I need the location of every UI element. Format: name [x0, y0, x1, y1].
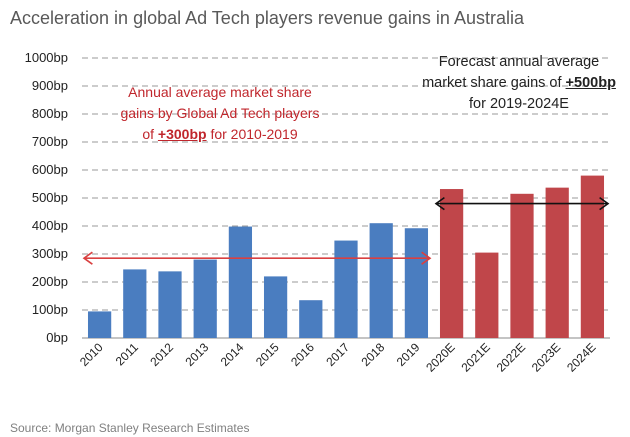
- x-axis-ticks: 2010 2011 2012 2013 2014 2015 2016 2017 2018 2019…: [77, 340, 599, 375]
- bar-chart: 0bp 100bp 200bp 300bp 400bp 500bp 600bp 700bp 80…: [25, 50, 610, 375]
- y-tick-label: 1000bp: [25, 50, 68, 65]
- y-tick-label: 900bp: [32, 78, 68, 93]
- y-tick-label: 800bp: [32, 106, 68, 121]
- x-tick-label: 2018: [359, 340, 388, 369]
- historical-annotation-text: Annual average market share gains by Glo…: [120, 84, 320, 142]
- actual-bar: [334, 240, 358, 338]
- y-tick-label: 600bp: [32, 162, 68, 177]
- actual-bar: [87, 311, 112, 338]
- x-tick-label: 2021E: [458, 340, 492, 374]
- source-note: Source: Morgan Stanley Research Estimate…: [10, 421, 250, 435]
- historical-annotation: Annual average market share gains by Glo…: [120, 82, 320, 145]
- actual-bar: [228, 226, 253, 338]
- forecast-bar: [510, 193, 534, 338]
- historical-annotation-period: for 2010-2019: [210, 126, 298, 142]
- forecast-annotation-value: +500bp: [565, 75, 616, 91]
- forecast-annotation-text: Forecast annual average market share gai…: [422, 54, 600, 91]
- x-tick-label: 2023E: [529, 340, 563, 374]
- x-tick-label: 2024E: [564, 340, 598, 374]
- x-tick-label: 2017: [323, 340, 352, 369]
- bars: [87, 175, 605, 338]
- actual-bar: [123, 269, 147, 338]
- x-tick-label: 2012: [147, 340, 176, 369]
- y-tick-label: 500bp: [32, 190, 68, 205]
- y-tick-label: 400bp: [32, 218, 68, 233]
- x-tick-label: 2013: [183, 340, 212, 369]
- forecast-bar: [545, 187, 569, 338]
- actual-bar: [158, 271, 182, 338]
- x-tick-label: 2015: [253, 340, 282, 369]
- arrows: [82, 196, 610, 265]
- chart-title: Acceleration in global Ad Tech players r…: [10, 8, 524, 28]
- actual-bar: [193, 259, 217, 338]
- actual-bar: [299, 300, 323, 338]
- x-tick-label: 2014: [218, 340, 247, 369]
- x-tick-label: 2022E: [494, 340, 528, 374]
- y-tick-label: 700bp: [32, 134, 68, 149]
- historical-annotation-value: +300bp: [157, 126, 207, 142]
- y-tick-label: 300bp: [32, 246, 68, 261]
- x-tick-label: 2010: [77, 340, 106, 369]
- forecast-annotation-period: for 2019-2024E: [469, 96, 569, 112]
- y-tick-label: 200bp: [32, 274, 68, 289]
- x-tick-label: 2020E: [423, 340, 457, 374]
- actual-bar: [404, 228, 429, 338]
- forecast-arrow: [434, 196, 610, 211]
- x-tick-label: 2019: [394, 340, 423, 369]
- forecast-bar: [475, 252, 499, 338]
- forecast-annotation: Forecast annual average market share gai…: [418, 52, 620, 115]
- historical-arrow: [82, 251, 432, 265]
- forecast-bar: [439, 189, 464, 338]
- y-tick-label: 0bp: [46, 330, 68, 345]
- x-tick-label: 2011: [113, 340, 141, 368]
- y-axis-ticks: 0bp 100bp 200bp 300bp 400bp 500bp 600bp 700bp 80…: [25, 50, 68, 345]
- actual-bar: [369, 223, 393, 338]
- x-tick-label: 2016: [288, 340, 317, 369]
- y-tick-label: 100bp: [32, 302, 68, 317]
- forecast-bar: [580, 175, 605, 338]
- actual-bar: [263, 276, 288, 338]
